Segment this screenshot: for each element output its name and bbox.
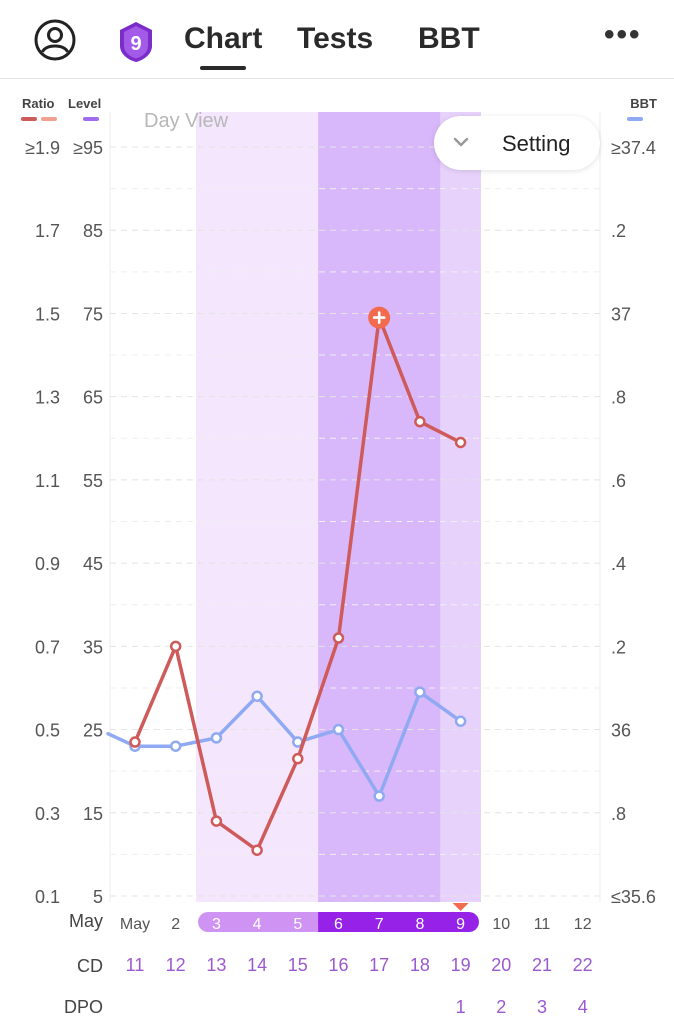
cycle-day-label: 21 [532, 955, 552, 975]
bbt-tick-label: .4 [611, 554, 626, 574]
ratio-tick-label: 0.1 [35, 887, 60, 907]
dpo-label: 4 [578, 997, 588, 1017]
tab-bbt[interactable]: BBT [418, 22, 480, 55]
dpo-label: 2 [496, 997, 506, 1017]
date-tick-label: 4 [253, 916, 262, 933]
date-pill-dark [318, 912, 479, 932]
ratio-tick-label: 1.7 [35, 221, 60, 241]
bbt-tick-label: ≤35.6 [611, 887, 656, 907]
day-view-label: Day View [144, 110, 229, 132]
badge-number: 9 [130, 33, 141, 55]
dpo-label: 3 [537, 997, 547, 1017]
level-tick-label: 65 [83, 388, 103, 408]
bbt-series-point[interactable] [332, 723, 345, 736]
bbt-tick-label: .2 [611, 637, 626, 657]
setting-label: Setting [502, 131, 571, 156]
date-pill-joint [318, 912, 331, 932]
ratio-tick-label: 0.3 [35, 804, 60, 824]
bbt-series-point[interactable] [454, 715, 467, 727]
bbt-series-point[interactable] [210, 732, 223, 744]
date-tick-label: 12 [574, 916, 592, 933]
bbt-series-point[interactable] [414, 686, 426, 698]
date-tick-label: May [120, 916, 150, 933]
level-tick-label: 85 [83, 221, 103, 241]
tab-tests[interactable]: Tests [297, 22, 374, 55]
level-tick-label: 75 [83, 304, 103, 324]
ratio-series-point[interactable] [129, 736, 141, 748]
dpo-label: 1 [456, 997, 466, 1017]
ratio-tick-label: 0.7 [35, 637, 60, 657]
profile-icon[interactable] [34, 19, 76, 61]
cycle-day-label: 15 [288, 955, 308, 975]
ratio-tick-label: 1.1 [35, 471, 60, 491]
bbt-tick-label: .8 [611, 804, 626, 824]
setting-button[interactable]: Setting [434, 116, 600, 170]
row-label-dpo: DPO [64, 997, 103, 1017]
cycle-day-label: 11 [126, 955, 145, 975]
peak-plus-icon [372, 311, 386, 324]
level-tick-label: 45 [83, 554, 103, 574]
date-tick-label: 10 [492, 916, 510, 933]
top-bar: 9 Chart Tests BBT ••• [0, 0, 674, 79]
level-tick-label: 25 [83, 721, 103, 741]
cycle-day-label: 14 [247, 955, 267, 975]
ratio-tick-label: 0.9 [35, 554, 60, 574]
cycle-day-label: 19 [451, 955, 471, 975]
level-tick-label: 35 [83, 637, 103, 657]
row-label-date: May [69, 911, 103, 931]
fertile-band-dark [318, 112, 441, 902]
level-tick-label: 5 [93, 887, 103, 907]
date-tick-label: 2 [171, 916, 180, 933]
cycle-day-label: 17 [369, 955, 389, 975]
date-tick-label: 5 [293, 916, 302, 933]
cycle-day-label: 18 [410, 955, 430, 975]
bbt-tick-label: 36 [611, 721, 631, 741]
ratio-tick-label: 1.3 [35, 388, 60, 408]
ratio-series-point[interactable] [251, 844, 263, 856]
legend-ratio-label: Ratio [22, 96, 55, 111]
bbt-tick-label: 37 [611, 304, 631, 324]
cycle-day-label: 22 [573, 955, 593, 975]
bbt-series-line [106, 690, 463, 798]
today-marker-icon [452, 903, 469, 911]
ratio-series-point[interactable] [454, 436, 467, 449]
date-tick-label: 9 [456, 916, 465, 933]
row-label-cd: CD [77, 956, 103, 976]
chevron-down-icon [453, 137, 469, 147]
level-tick-label: 15 [83, 804, 103, 824]
cycle-day-label: 12 [166, 955, 186, 975]
date-tick-label: 3 [212, 916, 221, 933]
date-tick-label: 7 [375, 916, 384, 933]
ratio-series-point[interactable] [169, 640, 182, 653]
tab-chart[interactable]: Chart [184, 22, 263, 70]
ratio-tick-label: ≥1.9 [25, 138, 60, 158]
level-badge-icon[interactable]: 9 [116, 20, 156, 64]
cycle-day-label: 13 [206, 955, 226, 975]
date-tick-label: 6 [334, 916, 343, 933]
date-tick-label: 8 [415, 916, 424, 933]
level-tick-label: ≥95 [73, 138, 103, 158]
bbt-tick-label: .8 [611, 388, 626, 408]
ratio-tick-label: 0.5 [35, 721, 60, 741]
more-menu-icon[interactable]: ••• [604, 18, 642, 51]
cycle-day-label: 20 [491, 955, 511, 975]
ratio-series-point[interactable] [332, 632, 345, 644]
ratio-series-point[interactable] [292, 752, 304, 765]
date-tick-label: 11 [534, 916, 551, 933]
bbt-tick-label: .2 [611, 221, 626, 241]
bbt-tick-label: ≥37.4 [611, 138, 656, 158]
bbt-tick-label: .6 [611, 471, 626, 491]
ratio-tick-label: 1.5 [35, 304, 60, 324]
ratio-series-point[interactable] [210, 815, 223, 827]
level-tick-label: 55 [83, 471, 103, 491]
bbt-series-point[interactable] [251, 690, 263, 703]
legend-level-label: Level [68, 96, 101, 111]
bbt-series-point[interactable] [169, 740, 182, 752]
ratio-series-point[interactable] [414, 415, 426, 428]
bbt-series-point[interactable] [373, 790, 385, 802]
cycle-day-label: 16 [328, 955, 348, 975]
legend-bbt-label: BBT [630, 96, 657, 111]
